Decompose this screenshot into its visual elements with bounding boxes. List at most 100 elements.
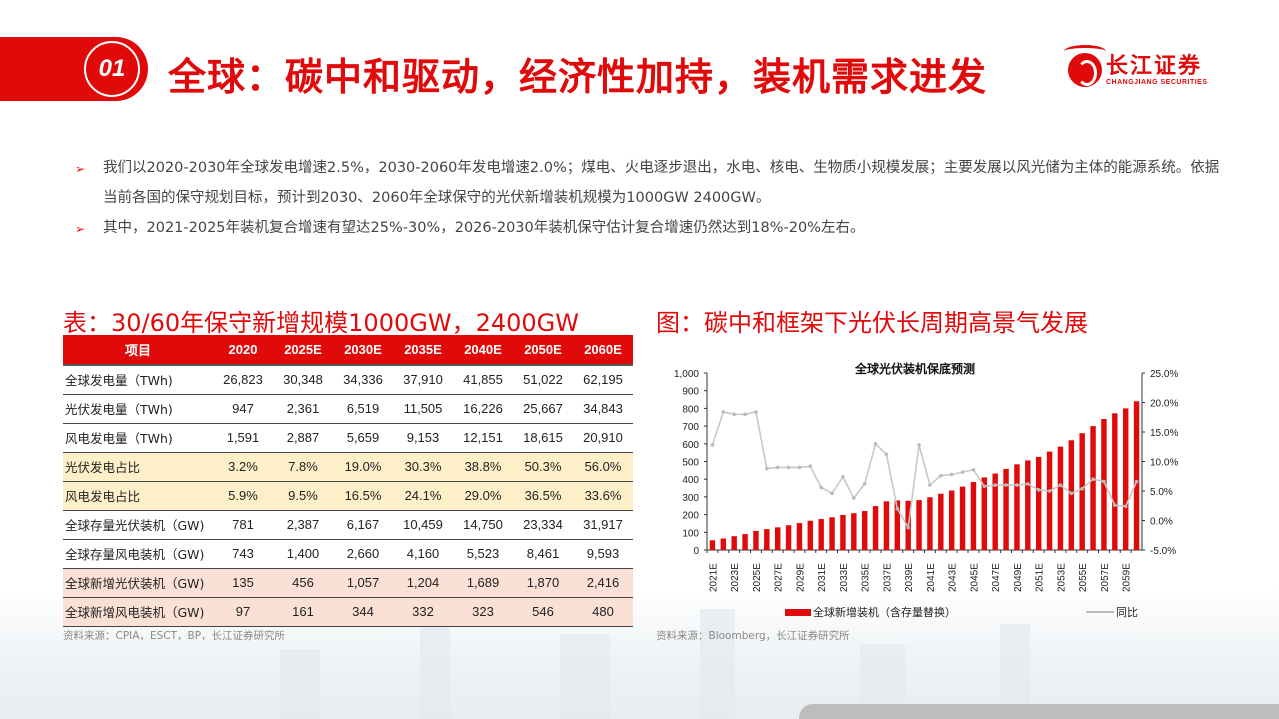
table-cell: 30,348 [273,365,333,395]
table-header-cell: 2035E [393,335,453,366]
table-cell: 1,591 [213,423,273,453]
table-cell: 480 [573,597,633,627]
svg-text:10.0%: 10.0% [1150,458,1178,469]
svg-text:20.0%: 20.0% [1150,399,1178,410]
table-cell: 62,195 [573,365,633,395]
table-cell: 10,459 [393,510,453,540]
row-label: 光伏发电量（TWh) [63,394,213,424]
table-cell: 30.3% [393,452,453,482]
svg-text:2029E: 2029E [795,563,806,592]
table-cell: 26,823 [213,365,273,395]
arrow-bullet-icon: ➢ [75,222,86,236]
figure-title: 图：碳中和框架下光伏长周期高景气发展 [656,309,1088,337]
chart-plot: 1,000 900 800 700 600 500 400 300 200 100 0 25.0% 20… [674,369,1178,592]
table-cell: 2,361 [273,394,333,424]
svg-text:2025E: 2025E [752,563,763,592]
svg-text:2059E: 2059E [1122,563,1133,592]
svg-text:2049E: 2049E [1013,563,1024,592]
forecast-table: 项目 2020 2025E 2030E 2035E 2040E 2050E 2060E 全球发… [63,335,633,627]
svg-text:100: 100 [682,528,699,539]
table-cell: 33.6% [573,481,633,511]
table-cell: 16,226 [453,394,513,424]
table-cell: 135 [213,568,273,598]
table-row: 全球存量风电装机（GW) 743 1,400 2,660 4,160 5,523 8,461… [63,539,633,569]
table-header-cell: 2050E [513,335,573,366]
page-title: 全球：碳中和驱动，经济性加持，装机需求进发 [168,55,988,99]
svg-text:2033E: 2033E [839,563,850,592]
table-cell: 1,057 [333,568,393,598]
table-cell: 23,334 [513,510,573,540]
table-cell: 4,160 [393,539,453,569]
section-number-badge: 01 [84,41,140,97]
table-cell: 1,870 [513,568,573,598]
table-cell: 2,660 [333,539,393,569]
logo-en-text: CHANGJIANG SECURITIES [1106,78,1208,86]
table-row: 全球存量光伏装机（GW) 781 2,387 6,167 10,459 14,750 23,… [63,510,633,540]
table-header-cell: 2020 [213,335,273,366]
svg-text:0.0%: 0.0% [1150,517,1173,528]
table-cell: 25,667 [513,394,573,424]
table-cell: 344 [333,597,393,627]
table-cell: 20,910 [573,423,633,453]
table-title: 表：30/60年保守新增规模1000GW，2400GW [63,309,579,337]
svg-text:900: 900 [682,387,699,398]
svg-text:0: 0 [693,546,699,557]
table-cell: 12,151 [453,423,513,453]
table-cell: 34,843 [573,394,633,424]
arrow-bullet-icon: ➢ [75,162,86,176]
svg-text:1,000: 1,000 [674,369,699,380]
svg-text:2035E: 2035E [861,563,872,592]
table-cell: 37,910 [393,365,453,395]
legend-bar-swatch-icon [785,608,811,616]
table-cell: 5,523 [453,539,513,569]
bullet-item: ➢ 其中，2021-2025年装机复合增速有望达25%-30%，2026-203… [75,213,1225,244]
table-cell: 41,855 [453,365,513,395]
svg-text:2053E: 2053E [1056,563,1067,592]
table-cell: 34,336 [333,365,393,395]
legend-label-bars: 全球新增装机（含存量替换） [813,606,956,619]
table-cell: 16.5% [333,481,393,511]
table-cell: 2,887 [273,423,333,453]
svg-text:2041E: 2041E [926,563,937,592]
table-cell: 546 [513,597,573,627]
svg-text:200: 200 [682,511,699,522]
table-cell: 97 [213,597,273,627]
row-label: 全球存量风电装机（GW) [63,539,213,569]
chart-title: 全球光伏装机保底预测 [855,362,976,376]
table-cell: 6,519 [333,394,393,424]
bullet-text: 我们以2020-2030年全球发电增速2.5%，2030-2060年发电增速2.… [103,160,1220,206]
row-label: 全球发电量（TWh) [63,365,213,395]
table-row: 光伏发电占比 3.2% 7.8% 19.0% 30.3% 38.8% 50.3% 56.0% [63,452,633,482]
table-cell: 781 [213,510,273,540]
svg-text:5.0%: 5.0% [1150,487,1173,498]
svg-text:2037E: 2037E [882,563,893,592]
table-row: 全球新增光伏装机（GW) 135 456 1,057 1,204 1,689 1,870 2,… [63,568,633,598]
svg-text:2043E: 2043E [948,563,959,592]
table-cell: 7.8% [273,452,333,482]
bullet-list: ➢ 我们以2020-2030年全球发电增速2.5%，2030-2060年发电增速… [75,153,1225,244]
table-cell: 8,461 [513,539,573,569]
table-cell: 18,615 [513,423,573,453]
table-cell: 51,022 [513,365,573,395]
table-cell: 50.3% [513,452,573,482]
table-cell: 9.5% [273,481,333,511]
table-cell: 2,416 [573,568,633,598]
svg-text:2023E: 2023E [730,563,741,592]
table-row: 风电发电量（TWh) 1,591 2,887 5,659 9,153 12,151 18,6… [63,423,633,453]
table-cell: 14,750 [453,510,513,540]
table-cell: 2,387 [273,510,333,540]
svg-text:2027E: 2027E [774,563,785,592]
table-cell: 456 [273,568,333,598]
svg-text:2031E: 2031E [817,563,828,592]
row-label: 风电发电占比 [63,481,213,511]
table-cell: 5.9% [213,481,273,511]
bullet-item: ➢ 我们以2020-2030年全球发电增速2.5%，2030-2060年发电增速… [75,153,1225,213]
table-cell: 323 [453,597,513,627]
row-label: 光伏发电占比 [63,452,213,482]
svg-text:2047E: 2047E [991,563,1002,592]
svg-text:600: 600 [682,440,699,451]
row-label: 全球存量光伏装机（GW) [63,510,213,540]
table-cell: 9,153 [393,423,453,453]
table-cell: 24.1% [393,481,453,511]
table-cell: 31,917 [573,510,633,540]
